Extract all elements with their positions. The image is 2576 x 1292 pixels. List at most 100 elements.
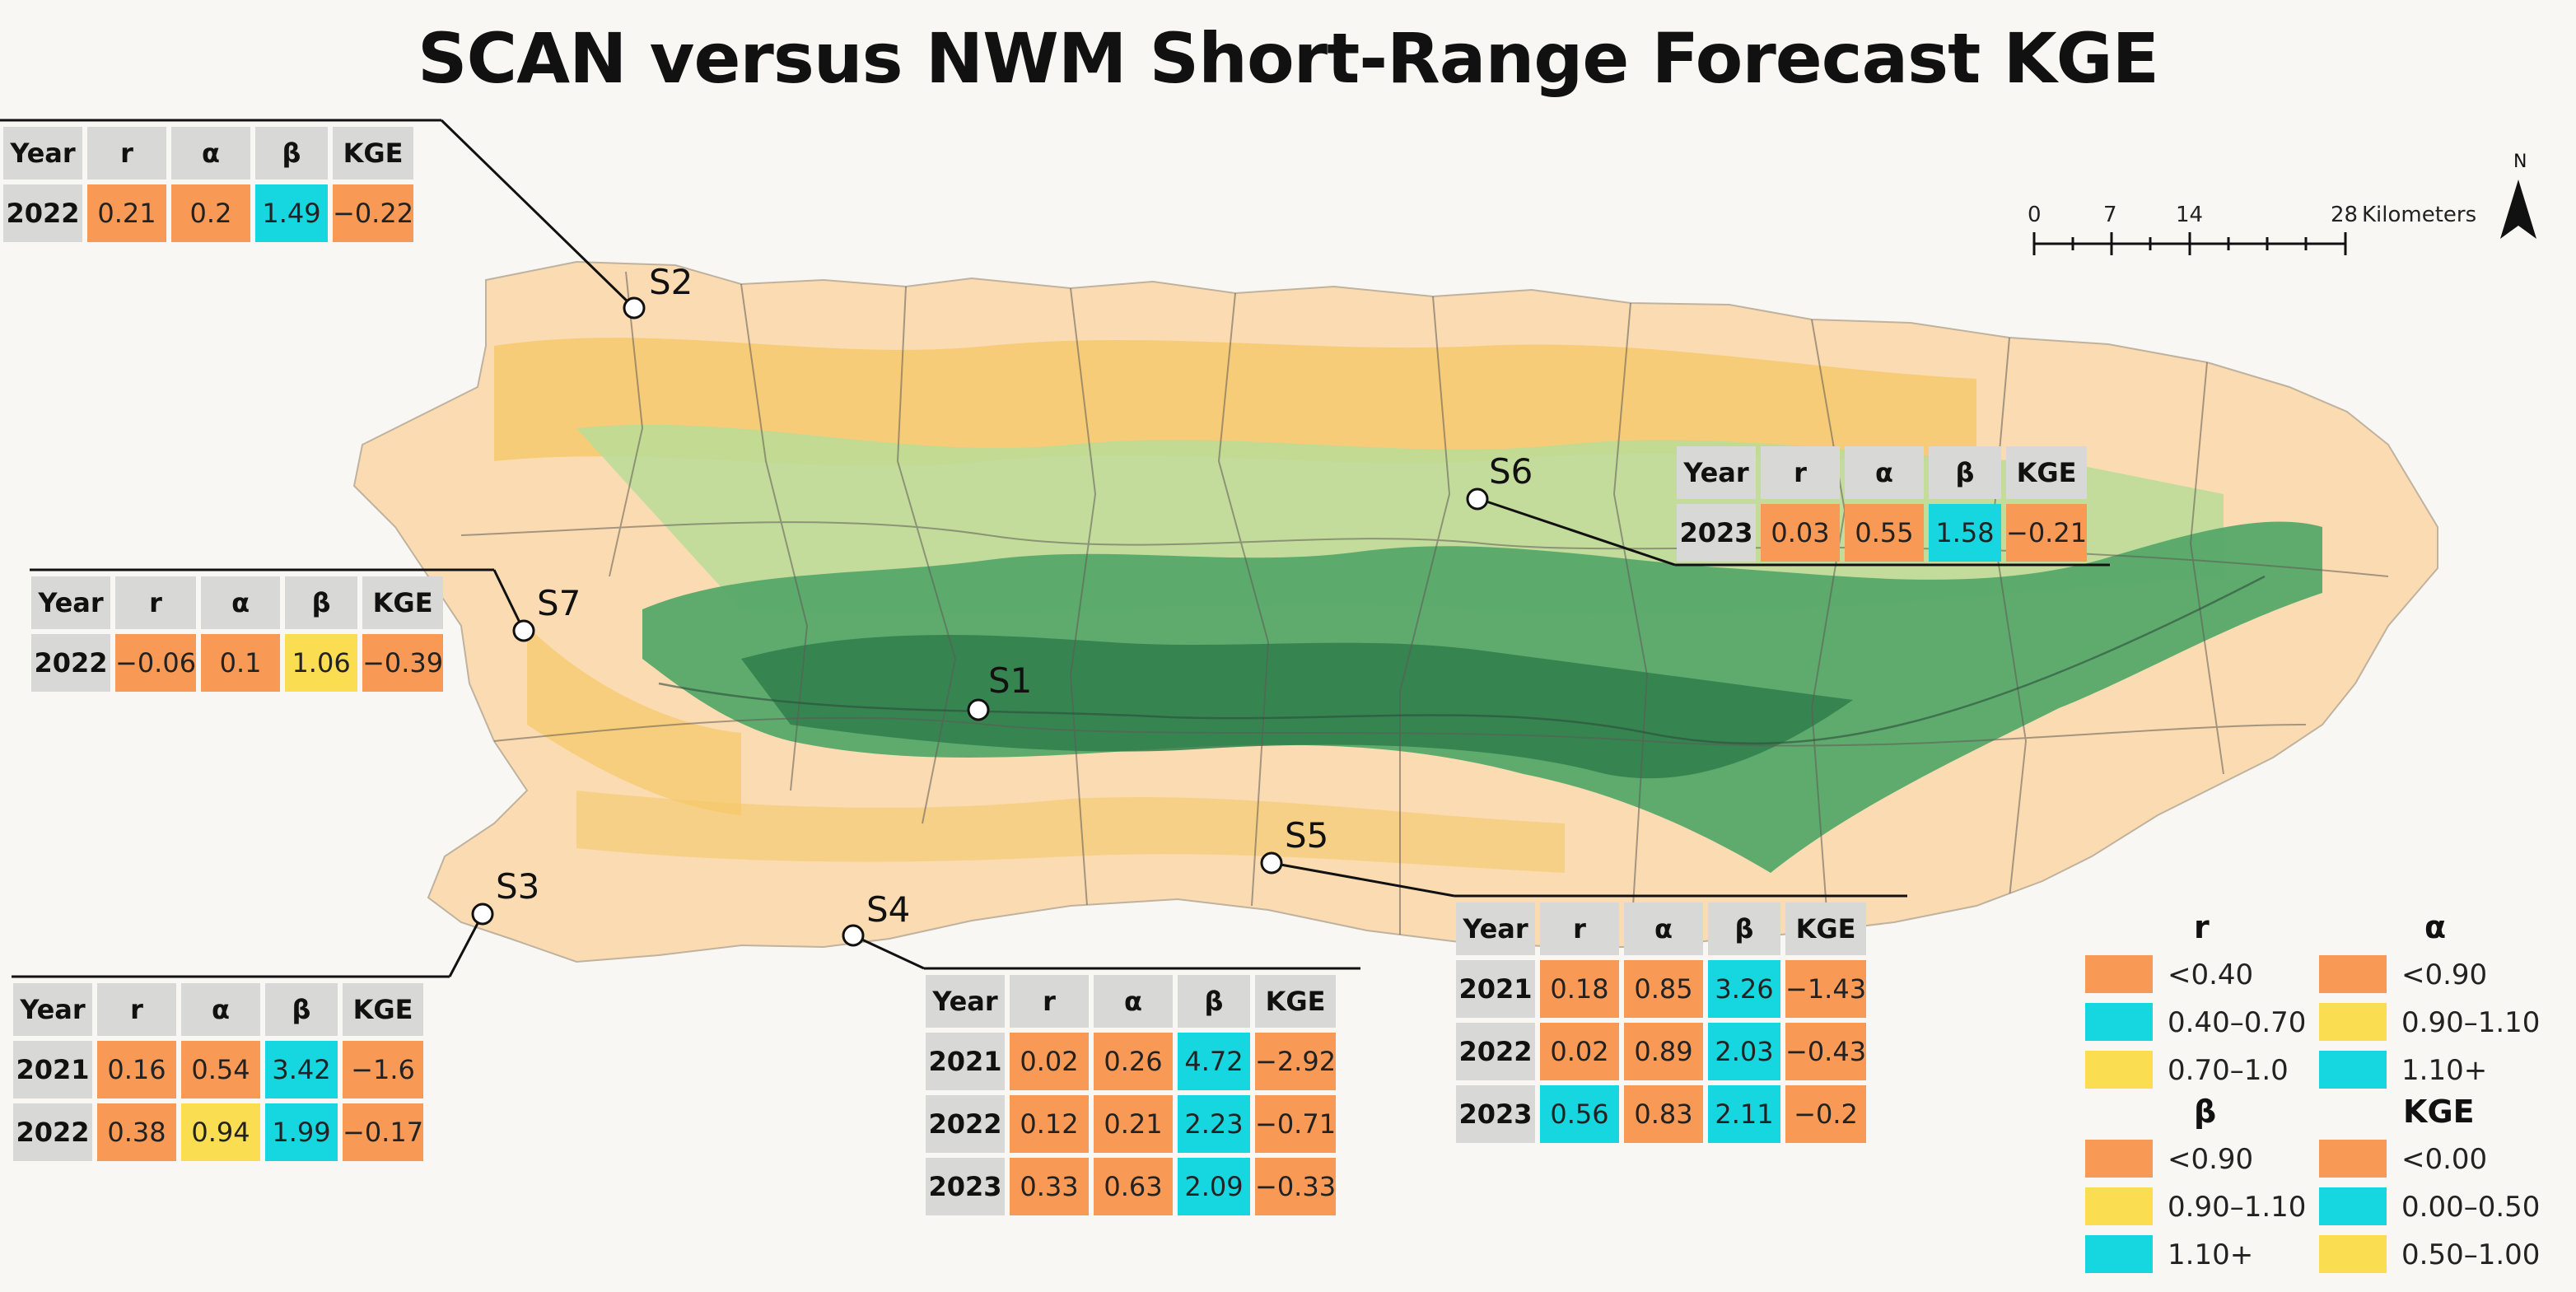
alpha-cell: 0.63: [1094, 1158, 1173, 1215]
legend-swatch: [2319, 1003, 2387, 1041]
station-label-s6: S6: [1489, 451, 1533, 492]
table-header-3: β: [255, 127, 328, 180]
table-row: 2023 0.56 0.83 2.11 −0.2: [1456, 1085, 1867, 1143]
legend-swatch: [2085, 955, 2153, 993]
table-header-3: β: [1929, 446, 2001, 499]
scale-tick-14: 14: [2176, 203, 2204, 227]
table-header-3: β: [1178, 975, 1250, 1028]
station-marker-s7: [512, 619, 535, 642]
alpha-cell: 0.21: [1094, 1095, 1173, 1153]
year-cell: 2021: [926, 1033, 1005, 1090]
beta-cell: 1.58: [1929, 504, 2001, 562]
kge-cell: −1.43: [1785, 960, 1867, 1018]
table-header-1: r: [1540, 903, 1619, 955]
station-marker-s3: [471, 903, 494, 926]
alpha-cell: 0.94: [181, 1103, 260, 1161]
table-header-4: KGE: [362, 576, 444, 629]
stats-table-s6: Year r α β KGE 2023 0.03 0.55 1.58 −0.21: [1672, 441, 2092, 567]
table-row: 2022 0.12 0.21 2.23 −0.71: [926, 1095, 1337, 1153]
table-header-3: β: [285, 576, 358, 629]
north-label: N: [2513, 152, 2527, 172]
year-cell: 2021: [13, 1041, 92, 1098]
table-header-0: Year: [3, 127, 82, 180]
alpha-cell: 0.54: [181, 1041, 260, 1098]
map-title: SCAN versus NWM Short-Range Forecast KGE: [417, 18, 2159, 99]
stats-table-s4: Year r α β KGE 2021 0.02 0.26 4.72 −2.92 2022 0.12 0…: [921, 970, 1341, 1220]
table-header-0: Year: [1677, 446, 1756, 499]
table-header-0: Year: [13, 983, 92, 1036]
legend-title-alpha: α: [2424, 909, 2447, 945]
legend-label: <0.90: [2168, 1143, 2254, 1176]
scale-unit: Kilometers: [2362, 203, 2477, 227]
table-header-1: r: [87, 127, 166, 180]
table-header-1: r: [1010, 975, 1089, 1028]
table-header-0: Year: [926, 975, 1005, 1028]
table-header-2: α: [1845, 446, 1924, 499]
kge-cell: −0.33: [1255, 1158, 1337, 1215]
station-label-s5: S5: [1285, 815, 1329, 856]
beta-cell: 3.42: [265, 1041, 338, 1098]
table-row: 2022 0.02 0.89 2.03 −0.43: [1456, 1023, 1867, 1080]
table-header-2: α: [1624, 903, 1703, 955]
legend-swatch: [2319, 955, 2387, 993]
beta-cell: 2.23: [1178, 1095, 1250, 1153]
legend-label: <0.90: [2401, 959, 2488, 991]
station-marker-s6: [1466, 487, 1489, 511]
legend-label: 1.10+: [2401, 1054, 2488, 1087]
scale-tick-0: 0: [2028, 203, 2042, 227]
station-marker-s1: [967, 698, 990, 721]
year-cell: 2021: [1456, 960, 1535, 1018]
r-cell: 0.16: [97, 1041, 176, 1098]
station-label-s2: S2: [649, 262, 693, 302]
legend-swatch: [2319, 1235, 2387, 1273]
legend-label: <0.00: [2401, 1143, 2488, 1176]
kge-cell: −0.22: [333, 184, 414, 242]
legend-swatch: [2085, 1140, 2153, 1178]
legend-swatch: [2085, 1187, 2153, 1225]
year-cell: 2022: [13, 1103, 92, 1161]
r-cell: 0.18: [1540, 960, 1619, 1018]
alpha-cell: 0.26: [1094, 1033, 1173, 1090]
stats-table-s7: Year r α β KGE 2022 −0.06 0.1 1.06 −0.39: [26, 571, 448, 697]
scale-tick-28: 28: [2331, 203, 2359, 227]
r-cell: 0.12: [1010, 1095, 1089, 1153]
table-header-3: β: [265, 983, 338, 1036]
year-cell: 2023: [926, 1158, 1005, 1215]
table-header-4: KGE: [343, 983, 424, 1036]
beta-cell: 1.06: [285, 634, 358, 692]
legend-label: 0.70–1.0: [2168, 1054, 2289, 1087]
table-header-4: KGE: [1255, 975, 1337, 1028]
north-arrow-icon: [2500, 180, 2536, 239]
year-cell: 2022: [31, 634, 110, 692]
station-marker-s5: [1260, 851, 1283, 875]
r-cell: 0.56: [1540, 1085, 1619, 1143]
r-cell: −0.06: [115, 634, 197, 692]
table-row: 2023 0.33 0.63 2.09 −0.33: [926, 1158, 1337, 1215]
kge-cell: −0.43: [1785, 1023, 1867, 1080]
legend-title-beta: β: [2194, 1094, 2217, 1130]
legend-label: 0.50–1.00: [2401, 1238, 2541, 1271]
kge-cell: −0.17: [343, 1103, 424, 1161]
table-header-3: β: [1708, 903, 1780, 955]
table-header-4: KGE: [2006, 446, 2088, 499]
station-marker-s2: [623, 296, 646, 320]
kge-cell: −0.39: [362, 634, 444, 692]
beta-cell: 2.03: [1708, 1023, 1780, 1080]
station-label-s7: S7: [537, 583, 581, 623]
callout-lines: [0, 119, 2110, 978]
year-cell: 2022: [3, 184, 82, 242]
alpha-cell: 0.55: [1845, 504, 1924, 562]
table-header-0: Year: [1456, 903, 1535, 955]
r-cell: 0.38: [97, 1103, 176, 1161]
alpha-cell: 0.83: [1624, 1085, 1703, 1143]
year-cell: 2022: [926, 1095, 1005, 1153]
kge-cell: −2.92: [1255, 1033, 1337, 1090]
year-cell: 2023: [1456, 1085, 1535, 1143]
table-row: 2021 0.02 0.26 4.72 −2.92: [926, 1033, 1337, 1090]
table-header-1: r: [115, 576, 197, 629]
table-header-4: KGE: [1785, 903, 1867, 955]
station-marker-s4: [842, 924, 865, 947]
legend-swatch: [2319, 1140, 2387, 1178]
legend-swatch: [2085, 1235, 2153, 1273]
